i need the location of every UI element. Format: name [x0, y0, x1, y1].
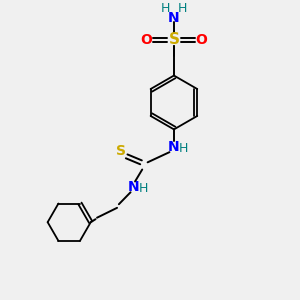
Text: N: N	[168, 11, 180, 25]
Text: H: H	[161, 2, 170, 15]
Text: H: H	[179, 142, 188, 155]
Text: H: H	[178, 2, 187, 15]
Text: N: N	[128, 180, 140, 194]
Text: S: S	[116, 144, 126, 158]
Text: O: O	[140, 33, 152, 46]
Text: O: O	[196, 33, 207, 46]
Text: S: S	[168, 32, 179, 47]
Text: H: H	[139, 182, 148, 195]
Text: N: N	[168, 140, 180, 154]
